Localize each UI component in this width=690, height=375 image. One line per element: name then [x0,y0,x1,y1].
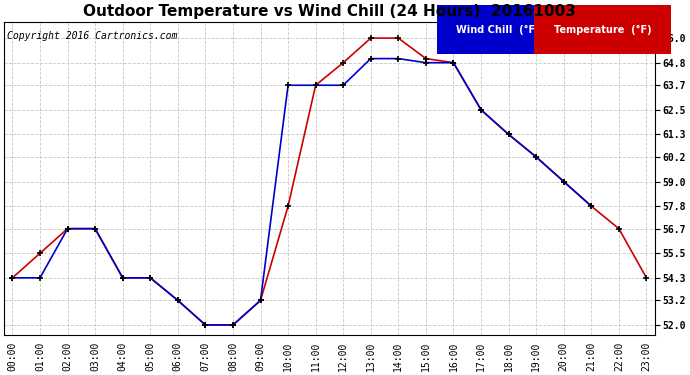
Text: Wind Chill  (°F): Wind Chill (°F) [456,25,540,35]
Text: Copyright 2016 Cartronics.com: Copyright 2016 Cartronics.com [8,31,178,41]
Text: Temperature  (°F): Temperature (°F) [554,25,651,35]
Title: Outdoor Temperature vs Wind Chill (24 Hours)  20161003: Outdoor Temperature vs Wind Chill (24 Ho… [83,4,576,19]
